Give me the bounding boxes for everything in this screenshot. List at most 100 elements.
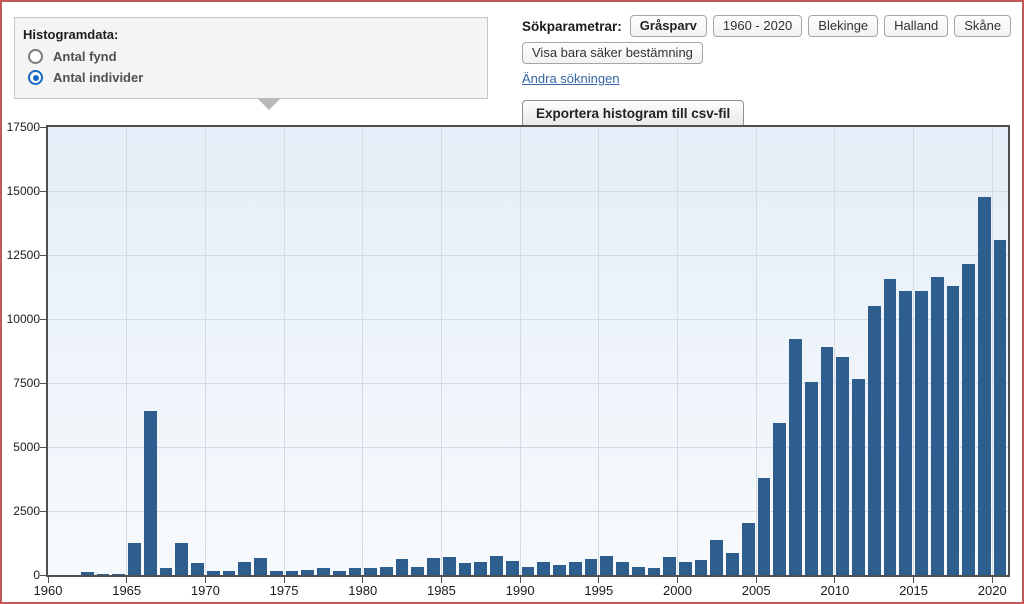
x-axis-label: 1995 — [584, 583, 614, 598]
histogram-bar — [741, 523, 755, 575]
y-axis-label: 7500 — [13, 376, 40, 390]
histogram-bar — [647, 568, 661, 575]
histogram-bar — [993, 240, 1007, 575]
radio-antal-individer[interactable]: Antal individer — [28, 70, 487, 85]
x-axis-tick — [755, 577, 757, 583]
gridline — [834, 127, 836, 575]
x-axis-label: 1990 — [505, 583, 535, 598]
gridline — [991, 127, 993, 575]
gridline — [126, 127, 128, 575]
edit-search-link[interactable]: Ändra sökningen — [522, 71, 620, 86]
gridline — [913, 127, 915, 575]
x-axis-tick — [204, 577, 206, 583]
x-axis-label: 1970 — [190, 583, 220, 598]
y-axis-label: 5000 — [13, 440, 40, 454]
histogram-bar — [269, 571, 283, 575]
gridline — [362, 127, 364, 575]
y-axis-label: 2500 — [13, 504, 40, 518]
search-param-chips: Gråsparv 1960 - 2020 Blekinge Halland Skåne — [629, 15, 1012, 37]
search-params-label: Sökparametrar: — [522, 18, 622, 34]
histogram-bar — [112, 574, 126, 575]
histogram-bar — [458, 563, 472, 575]
export-csv-button[interactable]: Exportera histogram till csv-fil — [522, 100, 745, 128]
x-axis-label: 1965 — [112, 583, 142, 598]
search-param-chip: Blekinge — [808, 15, 879, 37]
histogram-bar — [568, 562, 582, 575]
gridline — [755, 127, 757, 575]
x-axis-label: 1975 — [269, 583, 299, 598]
search-params-row: Sökparametrar: Gråsparv 1960 - 2020 Blekin… — [522, 15, 1018, 37]
search-param-chip: Gråsparv — [629, 15, 707, 37]
histogram-bar — [804, 382, 818, 575]
gridline — [48, 254, 1008, 256]
gridline — [48, 318, 1008, 320]
histogram-bar — [96, 574, 110, 575]
x-axis-tick — [519, 577, 521, 583]
histogram-bar — [584, 559, 598, 575]
search-param-chip: Skåne — [954, 15, 1012, 37]
y-axis-label: 0 — [33, 568, 40, 582]
histogram-bar — [191, 563, 204, 575]
histogram-bar — [836, 357, 850, 575]
search-param-chip: Halland — [884, 15, 949, 37]
histogram-bar — [411, 567, 425, 575]
x-axis-label: 2010 — [820, 583, 850, 598]
histogram-bar — [867, 306, 881, 575]
y-axis-label: 10000 — [6, 312, 40, 326]
panel-title: Histogramdata: — [23, 27, 119, 42]
x-axis-tick — [283, 577, 285, 583]
histogram-data-panel: Histogramdata: Antal fynd Antal individe… — [14, 17, 488, 110]
radio-unselected-icon[interactable] — [28, 49, 43, 64]
y-axis-tick — [40, 126, 46, 128]
x-axis-tick — [126, 577, 128, 583]
gridline — [598, 127, 600, 575]
histogram-bar — [726, 553, 739, 575]
histogram-bar — [631, 567, 645, 575]
histogram-bar — [332, 571, 346, 575]
histogram-bar — [238, 562, 252, 575]
y-axis-tick — [40, 318, 46, 320]
histogram-bar — [899, 291, 913, 575]
histogram-bar — [789, 339, 802, 575]
x-axis-tick — [834, 577, 836, 583]
histogram-bar — [852, 379, 865, 575]
x-axis-tick — [598, 577, 600, 583]
histogram-bar — [474, 562, 488, 575]
histogram-bar — [285, 571, 299, 575]
histogram-bar — [663, 557, 676, 575]
histogram-bar — [317, 568, 330, 575]
y-axis-label: 12500 — [6, 248, 40, 262]
gridline — [48, 446, 1008, 448]
histogram-bar — [427, 558, 440, 575]
x-axis-label: 2000 — [663, 583, 692, 598]
histogram-bar — [883, 279, 897, 575]
x-axis-label: 1980 — [348, 583, 378, 598]
histogram-bar — [915, 291, 928, 575]
y-axis-label: 15000 — [6, 184, 40, 198]
histogram-bar — [930, 277, 944, 575]
x-axis-tick — [677, 577, 678, 583]
radio-selected-icon[interactable] — [28, 70, 43, 85]
x-axis-tick — [362, 577, 364, 583]
histogram-bar — [616, 562, 629, 575]
gridline — [677, 127, 678, 575]
gridline — [283, 127, 285, 575]
x-axis-label: 1985 — [426, 583, 456, 598]
histogram-bar — [679, 562, 692, 575]
histogram-bar — [254, 558, 267, 575]
histogram-bar — [773, 423, 787, 575]
histogram-bar — [206, 571, 220, 575]
y-axis-label: 17500 — [6, 120, 40, 134]
radio-antal-fynd[interactable]: Antal fynd — [28, 49, 487, 64]
histogram-bar — [301, 570, 315, 575]
histogram-bar — [537, 562, 551, 575]
x-axis-tick — [913, 577, 915, 583]
search-param-chip: 1960 - 2020 — [712, 15, 803, 37]
y-axis-tick — [40, 254, 46, 256]
histogram-bar — [143, 411, 157, 575]
histogram-bar — [962, 264, 976, 575]
x-axis-tick — [440, 577, 442, 583]
gridline — [204, 127, 206, 575]
histogram-bar — [442, 557, 456, 575]
